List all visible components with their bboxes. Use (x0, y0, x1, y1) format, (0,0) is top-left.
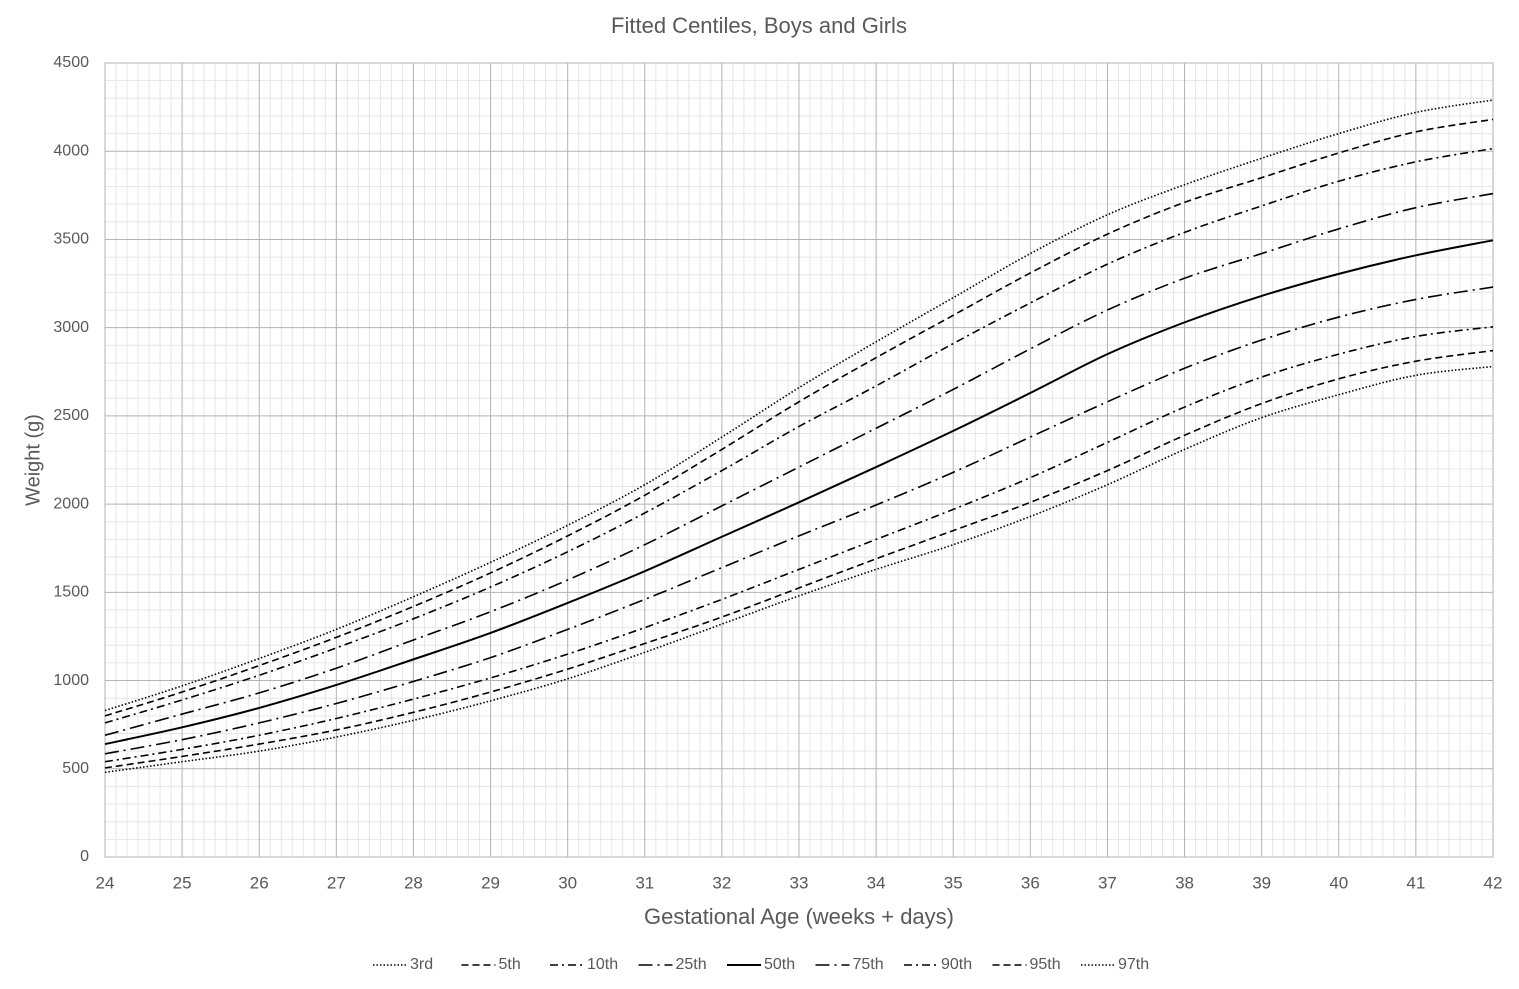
y-tick-label: 1000 (53, 672, 89, 689)
x-tick-label: 30 (558, 873, 577, 892)
x-tick-label: 41 (1406, 873, 1425, 892)
legend-label: 10th (587, 956, 618, 973)
y-tick-label: 4000 (53, 142, 89, 159)
y-axis-title: Weight (g) (22, 414, 44, 506)
x-tick-label: 42 (1484, 873, 1503, 892)
x-tick-label: 32 (712, 873, 731, 892)
x-tick-label: 25 (173, 873, 192, 892)
y-tick-label: 2500 (53, 407, 89, 424)
x-tick-label: 29 (481, 873, 500, 892)
y-tick-label: 0 (80, 848, 89, 865)
x-tick-label: 35 (944, 873, 963, 892)
chart-title: Fitted Centiles, Boys and Girls (611, 13, 907, 38)
centile-line (104, 99, 1494, 712)
y-tick-label: 500 (62, 760, 89, 777)
legend-label: 90th (941, 956, 972, 973)
centile-line (104, 192, 1494, 737)
x-tick-label: 34 (867, 873, 886, 892)
legend-label: 50th (764, 956, 795, 973)
centile-line (104, 365, 1494, 774)
x-tick-label: 26 (250, 873, 269, 892)
y-tick-label: 2000 (53, 495, 89, 512)
centile-line (104, 286, 1494, 755)
x-tick-label: 36 (1021, 873, 1040, 892)
y-tick-label: 3500 (53, 231, 89, 248)
plot-border (104, 62, 1494, 858)
x-tick-label: 37 (1098, 873, 1117, 892)
x-axis-title: Gestational Age (weeks + days) (644, 904, 954, 929)
centile-line (104, 118, 1494, 717)
x-tick-label: 31 (635, 873, 654, 892)
x-tick-label: 40 (1329, 873, 1348, 892)
centile-line (104, 325, 1494, 763)
x-tick-label: 24 (96, 873, 115, 892)
centile-line (104, 349, 1494, 769)
x-tick-label: 38 (1175, 873, 1194, 892)
legend-label: 25th (676, 956, 707, 973)
centile-line (104, 239, 1494, 746)
legend-label: 75th (853, 956, 884, 973)
legend-label: 3rd (410, 956, 433, 973)
y-tick-label: 3000 (53, 319, 89, 336)
legend-label: 97th (1118, 956, 1149, 973)
legend-label: 95th (1030, 956, 1061, 973)
x-tick-label: 28 (404, 873, 423, 892)
y-tick-label: 4500 (53, 54, 89, 71)
x-tick-label: 33 (790, 873, 809, 892)
x-tick-label: 27 (327, 873, 346, 892)
centile-line (104, 147, 1494, 724)
x-tick-label: 39 (1252, 873, 1271, 892)
y-tick-label: 1500 (53, 584, 89, 601)
legend-label: 5th (499, 956, 521, 973)
